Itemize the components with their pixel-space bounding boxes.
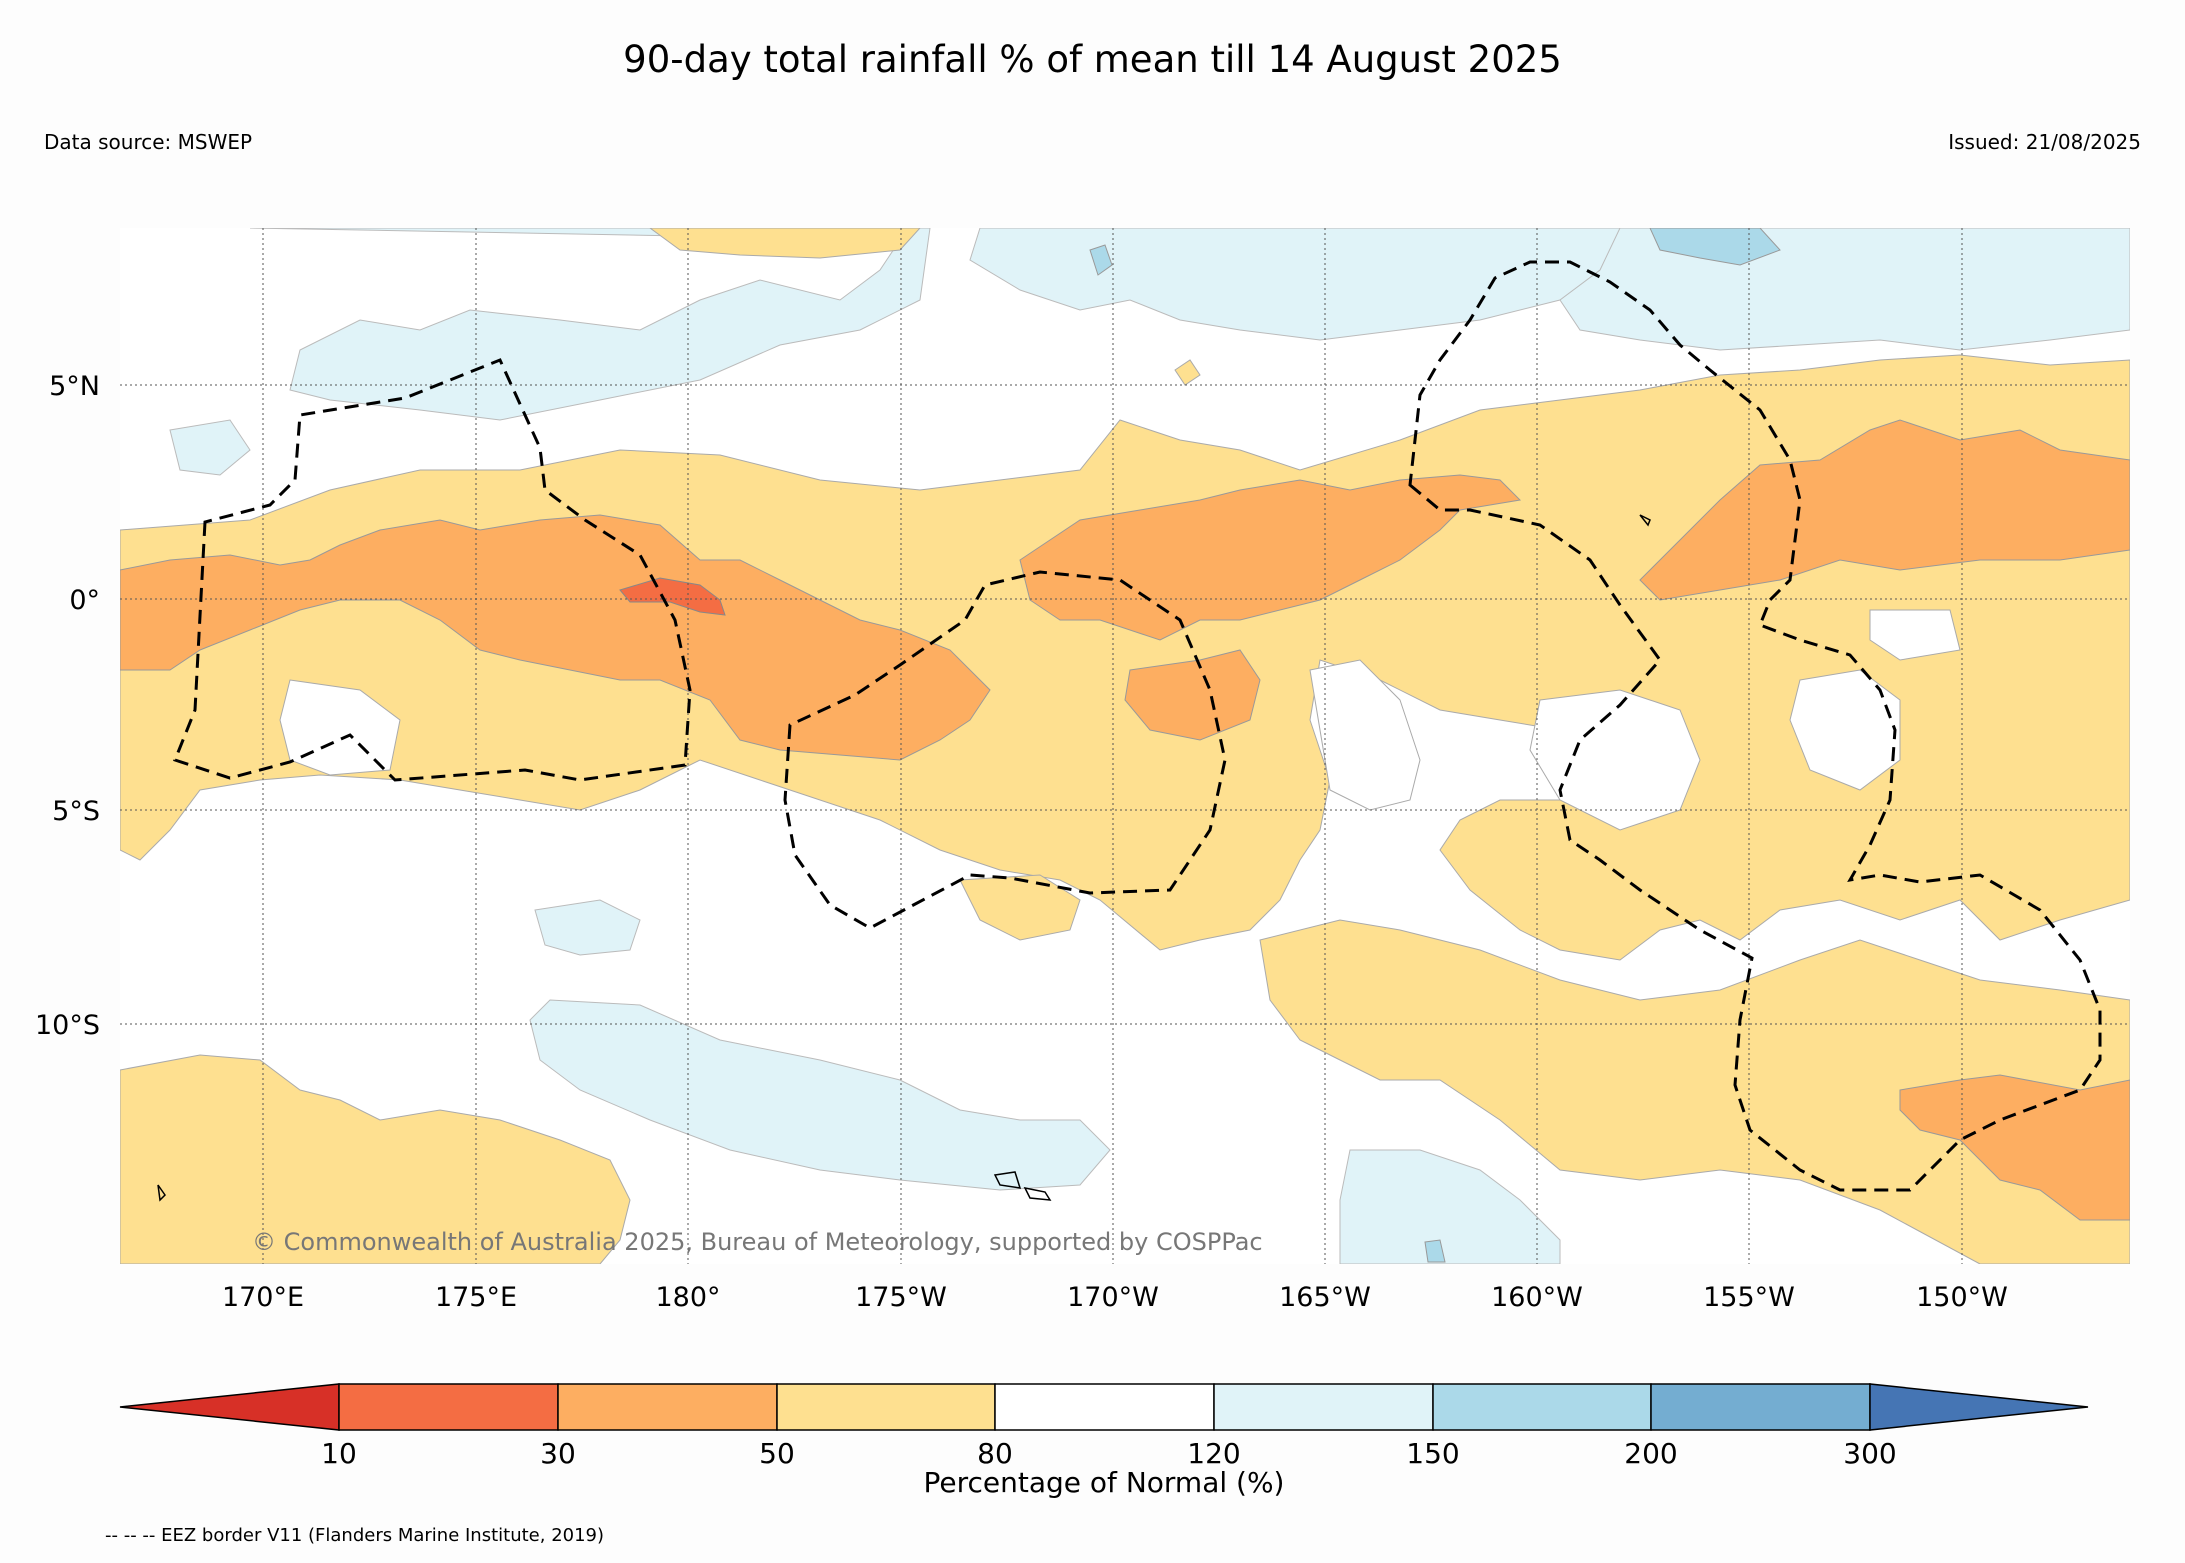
colorbar-segment	[994, 1383, 1215, 1431]
colorbar	[119, 1383, 2089, 1431]
lat-labels: 5°N 0° 5°S 10°S	[35, 371, 100, 1041]
issued-date: Issued: 21/08/2025	[1948, 130, 2141, 154]
colorbar-tick: 300	[1843, 1437, 1896, 1470]
colorbar-tick: 120	[1187, 1437, 1240, 1470]
very-wet-spot-2	[1089, 244, 1113, 276]
colorbar-segment-lt10	[119, 1383, 340, 1431]
colorbar-tick: 150	[1406, 1437, 1459, 1470]
wet-region-south	[529, 999, 1111, 1191]
colorbar-tick: 50	[759, 1437, 795, 1470]
island-1	[993, 1171, 1022, 1189]
very-wet-spot-1	[1649, 228, 1781, 266]
islands	[157, 514, 1651, 1202]
lon-labels: 170°E 175°E 180° 175°W 170°W 165°W 160°W…	[222, 1282, 2008, 1313]
colorbar-segment	[1213, 1383, 1434, 1431]
dry-spot-north-2	[1174, 359, 1201, 386]
lat-label: 10°S	[35, 1010, 100, 1041]
extremely-dry-spot	[619, 577, 726, 616]
dry-region-small-south	[959, 874, 1081, 941]
lon-label: 180°	[655, 1282, 720, 1313]
colorbar-segment	[1650, 1383, 1871, 1431]
eez-borders	[173, 260, 2102, 1192]
data-source: Data source: MSWEP	[44, 130, 253, 154]
dry-spot-north	[649, 228, 921, 259]
very-dry-east	[1639, 419, 2130, 601]
colorbar-segment	[1432, 1383, 1652, 1431]
colorbar-tick: 200	[1624, 1437, 1677, 1470]
lon-label: 150°W	[1916, 1282, 2008, 1313]
colorbar-segment	[338, 1383, 559, 1431]
lat-label: 0°	[69, 585, 100, 616]
colorbar-ticks: 10 30 50 80 120 150 200 300	[321, 1437, 1897, 1470]
map-title: 90-day total rainfall % of mean till 14 …	[623, 38, 1562, 81]
very-dry-west	[120, 514, 991, 761]
normal-patch-5	[1869, 609, 1961, 661]
lon-label: 160°W	[1491, 1282, 1583, 1313]
normal-patch-1	[279, 679, 401, 776]
lon-label: 170°E	[222, 1282, 304, 1313]
lon-label: 170°W	[1067, 1282, 1159, 1313]
wet-region-west	[169, 419, 251, 476]
lat-label: 5°S	[52, 796, 100, 827]
graticule	[120, 228, 2130, 1264]
very-dry-central-2	[1124, 649, 1261, 741]
wet-region-southwest	[534, 899, 641, 956]
eez-border-line-north	[1408, 260, 2102, 1192]
lon-label: 165°W	[1279, 1282, 1371, 1313]
lat-label: 5°N	[49, 371, 100, 402]
normal-patch-2	[1309, 659, 1421, 811]
island-3	[1639, 514, 1651, 527]
colorbar-label: Percentage of Normal (%)	[924, 1466, 1285, 1499]
colorbar-segment	[776, 1383, 996, 1431]
eez-legend-note: -- -- -- EEZ border V11 (Flanders Marine…	[105, 1525, 605, 1546]
colorbar-segment-gt300	[1869, 1383, 2089, 1431]
lon-label: 175°E	[435, 1282, 517, 1313]
colorbar-tick: 10	[321, 1437, 357, 1470]
wet-region-southcentral	[1339, 1149, 1561, 1264]
eez-border-phoenix	[783, 570, 1227, 930]
colorbar-tick: 30	[540, 1437, 576, 1470]
lon-label: 155°W	[1703, 1282, 1795, 1313]
lon-label: 175°W	[855, 1282, 947, 1313]
wet-region-northeast	[1559, 228, 2130, 351]
rainfall-fields	[120, 228, 2130, 1264]
very-dry-southeast	[1899, 1074, 2130, 1221]
wet-region-north	[249, 228, 931, 421]
very-wet-spot-4	[1424, 1239, 1446, 1263]
colorbar-segment	[557, 1383, 778, 1431]
copyright-notice: © Commonwealth of Australia 2025, Bureau…	[252, 1228, 1263, 1256]
eez-border-tuvalu	[173, 358, 692, 782]
dry-band-south	[1259, 919, 2130, 1264]
island-2	[1023, 1186, 1052, 1201]
island-4	[157, 1184, 166, 1202]
dry-region-southwest	[120, 1054, 631, 1264]
colorbar-tick: 80	[977, 1437, 1013, 1470]
